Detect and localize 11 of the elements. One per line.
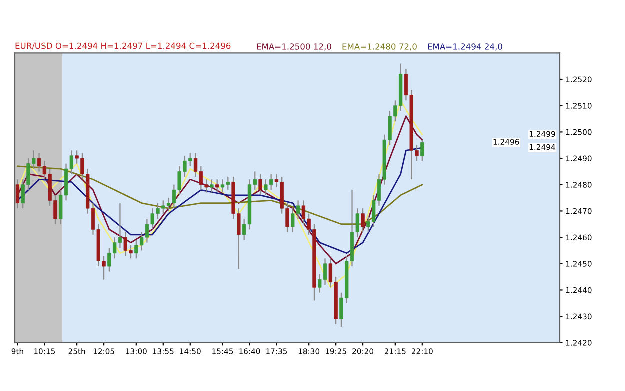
text: EMA=1.2500 12,0 — [257, 44, 332, 51]
candlestick — [258, 174, 262, 196]
candlestick — [361, 208, 365, 233]
line-series — [17, 116, 424, 265]
candlestick — [420, 140, 424, 162]
candlestick — [216, 179, 220, 194]
candlestick — [16, 179, 20, 210]
text: EMA=1.2494 24,0 — [428, 44, 502, 51]
candlestick — [210, 179, 214, 194]
chart-title: EUR/USD O=1.2494 H=1.2497 L=1.2494 C=1.2496 — [16, 42, 231, 50]
text: EMA=1.2480 72,0 — [342, 44, 417, 51]
